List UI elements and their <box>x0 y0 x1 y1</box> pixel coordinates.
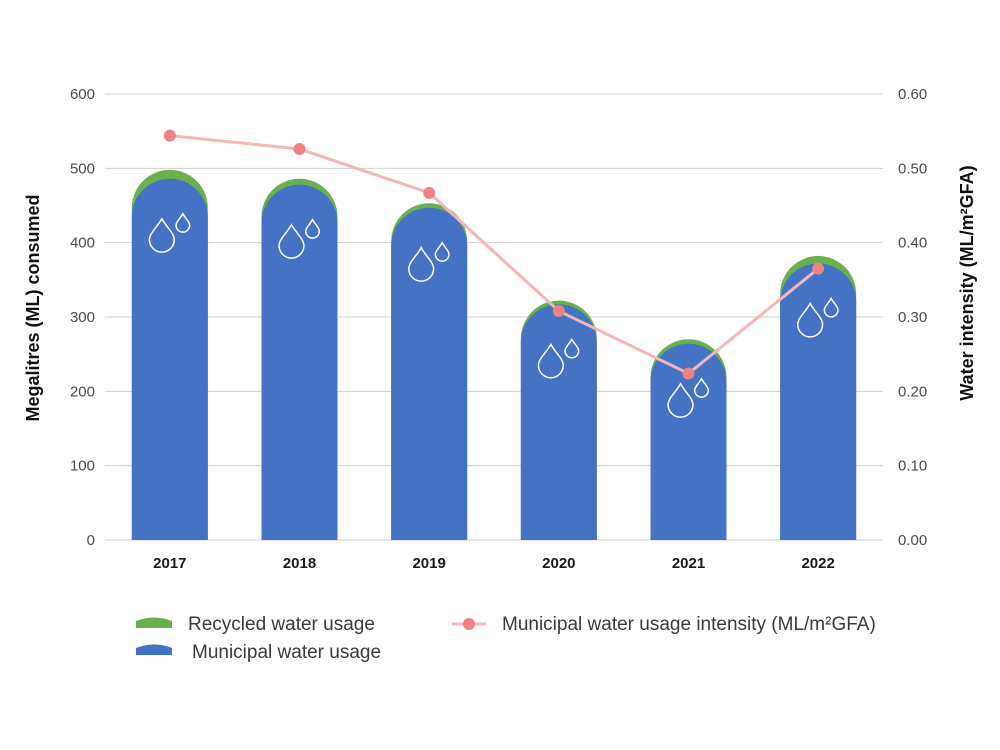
y-axis-left-title: Megalitres (ML) consumed <box>23 194 43 421</box>
y-tick-label-right: 0.10 <box>898 458 927 475</box>
bar-municipal <box>780 263 857 540</box>
water-drop-icon <box>408 246 435 282</box>
axis-ticks: 0 100 200 300 400 500 600 0.00 0.10 0.20 0.30 0.40 0… <box>70 86 927 572</box>
bar-municipal <box>131 178 208 541</box>
water-drop-icon <box>304 218 321 239</box>
x-tick-label: 2020 <box>542 555 575 572</box>
intensity-point <box>163 129 176 142</box>
y-tick-label-left: 0 <box>87 532 95 549</box>
bar-municipal <box>261 184 338 541</box>
gridlines <box>105 93 883 541</box>
y-tick-label-right: 0.00 <box>898 532 927 549</box>
intensity-series-line <box>169 134 820 376</box>
y-tick-label-left: 100 <box>70 458 95 475</box>
x-tick-label: 2017 <box>153 555 186 572</box>
legend-swatch-municipal <box>136 644 172 655</box>
x-tick-label: 2018 <box>283 555 316 572</box>
water-drop-icon <box>667 382 694 418</box>
intensity-point <box>552 305 565 318</box>
y-tick-label-left: 200 <box>70 383 95 400</box>
y-axis-right-title: Water intensity (ML/m²GFA) <box>957 165 977 400</box>
legend: Recycled water usage Municipal water usa… <box>136 614 876 663</box>
intensity-point <box>812 262 825 275</box>
intensity-line <box>163 129 825 380</box>
water-drop-icon <box>537 342 564 379</box>
bar-municipal <box>391 207 468 541</box>
intensity-point <box>293 143 306 156</box>
water-drop-icon <box>278 223 305 259</box>
y-tick-label-left: 400 <box>70 235 95 252</box>
y-tick-label-right: 0.40 <box>898 235 927 252</box>
x-tick-label: 2022 <box>801 555 834 572</box>
y-tick-label-left: 300 <box>70 309 95 326</box>
y-tick-label-left: 600 <box>70 86 95 103</box>
x-tick-label: 2021 <box>672 555 705 572</box>
y-tick-label-left: 500 <box>70 160 95 177</box>
intensity-point <box>682 367 695 380</box>
legend-label-municipal: Municipal water usage <box>192 642 381 663</box>
water-drop-icon <box>175 212 191 233</box>
x-tick-label: 2019 <box>412 555 445 572</box>
legend-label-intensity: Municipal water usage intensity (ML/m²GF… <box>502 614 876 635</box>
y-tick-label-right: 0.30 <box>898 309 927 326</box>
water-drop-icon <box>797 301 824 338</box>
bar-municipal <box>520 304 597 540</box>
y-tick-label-right: 0.60 <box>898 86 927 103</box>
water-drop-icon <box>823 296 839 318</box>
legend-label-recycled: Recycled water usage <box>188 614 375 635</box>
legend-swatch-recycled <box>136 617 172 628</box>
y-tick-label-right: 0.20 <box>898 383 927 400</box>
water-drop-icon <box>693 377 710 398</box>
water-drop-icon <box>148 217 175 253</box>
water-drop-icon <box>564 337 580 359</box>
legend-marker-intensity <box>463 618 475 630</box>
intensity-point <box>423 186 436 199</box>
water-drop-icon <box>434 241 450 262</box>
bars <box>131 169 857 541</box>
y-tick-label-right: 0.50 <box>898 160 927 177</box>
